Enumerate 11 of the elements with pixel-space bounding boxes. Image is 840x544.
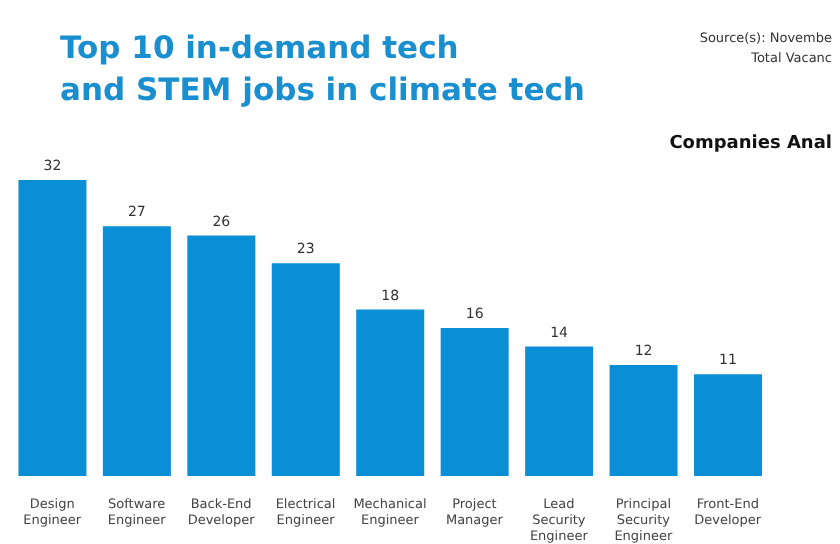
bar [102,226,171,476]
bar [525,346,594,476]
bar [694,374,762,476]
bar [440,328,509,476]
bar [187,235,256,476]
bar [18,180,87,476]
chart-title: Top 10 in-demand tech and STEM jobs in climate tech [60,28,585,112]
bar [609,365,678,476]
bar [356,309,425,476]
text: Companies Anal [669,134,832,154]
bar [271,263,340,476]
